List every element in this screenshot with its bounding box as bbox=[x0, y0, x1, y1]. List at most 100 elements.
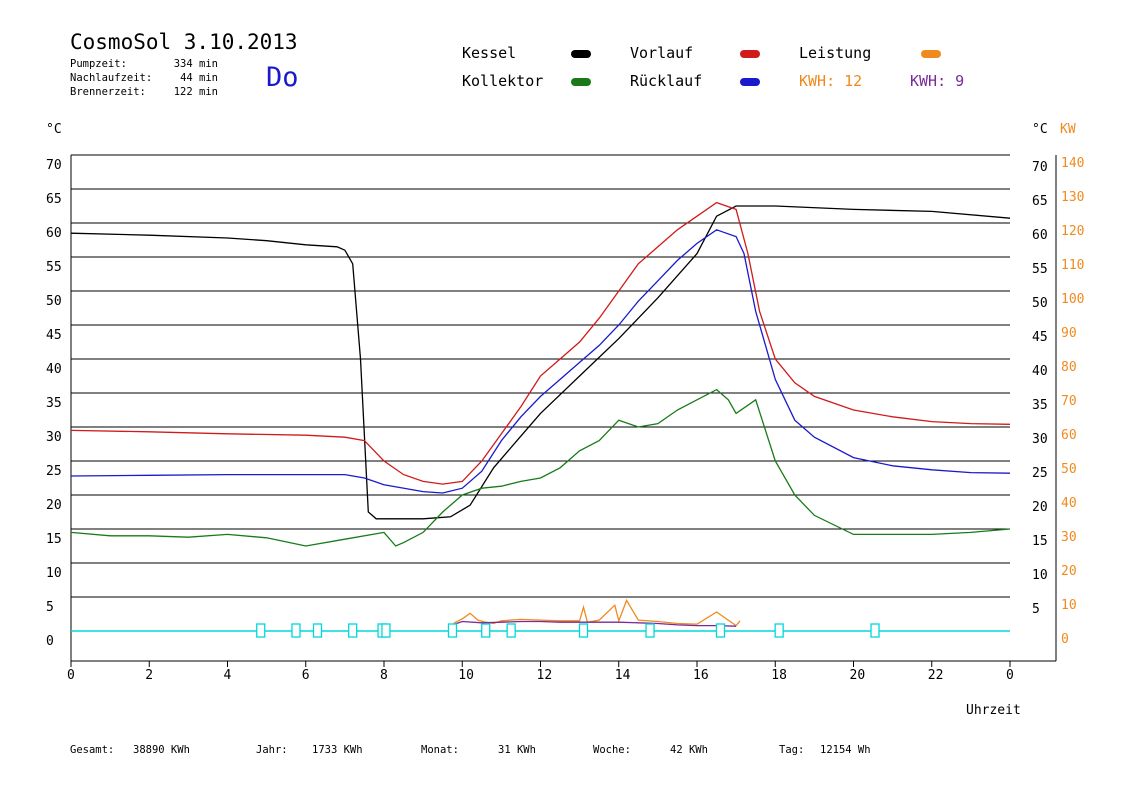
axis-ticks: 0510152025303540455055606570510152025303… bbox=[46, 156, 1084, 683]
y-tick-right-kw: 60 bbox=[1061, 428, 1077, 443]
series-kwh-purple-line bbox=[454, 620, 737, 627]
y-tick-right-celsius: 10 bbox=[1032, 568, 1048, 583]
series-ruecklauf-line bbox=[70, 229, 1011, 494]
y-tick-right-celsius: 60 bbox=[1032, 228, 1048, 243]
x-tick-label: 0 bbox=[1006, 668, 1014, 683]
legend-ruecklauf-label: Rücklauf bbox=[630, 72, 703, 90]
pump-marker bbox=[381, 623, 391, 638]
y-tick-left: 40 bbox=[46, 362, 62, 377]
pump-marker bbox=[447, 623, 458, 638]
y-tick-right-celsius: 55 bbox=[1032, 262, 1048, 277]
x-axis-label: Uhrzeit bbox=[966, 703, 1021, 718]
x-tick-label: 8 bbox=[380, 668, 388, 683]
y-tick-right-kw: 70 bbox=[1061, 394, 1077, 409]
y-tick-right-celsius: 30 bbox=[1032, 432, 1048, 447]
pump-marker bbox=[774, 623, 784, 638]
stat-monat-value: 31 KWh bbox=[498, 744, 536, 756]
y-tick-right-celsius: 70 bbox=[1032, 160, 1048, 175]
legend-vorlauf-swatch bbox=[740, 50, 760, 58]
info-value: 122 min bbox=[173, 86, 218, 98]
y-tick-right-kw: 10 bbox=[1061, 598, 1077, 613]
stat-woche-value: 42 KWh bbox=[670, 744, 708, 756]
info-value: 44 min bbox=[180, 72, 218, 84]
y-tick-right-celsius: 5 bbox=[1032, 602, 1040, 617]
stat-woche-label: Woche: bbox=[593, 744, 631, 756]
pump-marker bbox=[715, 623, 726, 638]
pump-marker bbox=[481, 623, 491, 638]
info-label: Pumpzeit: bbox=[70, 58, 127, 70]
info-value: 334 min bbox=[173, 58, 218, 70]
pump-marker bbox=[870, 623, 880, 638]
weekday-label: Do bbox=[266, 62, 299, 93]
series-vorlauf-line bbox=[70, 201, 1011, 485]
y-tick-left: 5 bbox=[46, 600, 54, 615]
grid-lines bbox=[70, 154, 1057, 662]
x-tick-label: 14 bbox=[615, 668, 631, 683]
stat-jahr-value: 1733 KWh bbox=[312, 744, 363, 756]
series-kessel-line bbox=[70, 205, 1011, 520]
series-lines bbox=[70, 201, 1011, 632]
x-tick-label: 4 bbox=[224, 668, 232, 683]
y-tick-right-kw: 90 bbox=[1061, 326, 1077, 341]
x-tick-label: 2 bbox=[145, 668, 153, 683]
y-tick-left: 0 bbox=[46, 634, 54, 649]
x-tick-label: 12 bbox=[537, 668, 553, 683]
left-axis-unit: °C bbox=[46, 122, 62, 137]
stat-tag-value: 12154 Wh bbox=[820, 744, 871, 756]
y-tick-right-celsius: 35 bbox=[1032, 398, 1048, 413]
pump-marker bbox=[291, 623, 301, 638]
series-leistung-line bbox=[449, 598, 741, 632]
pump-markers bbox=[256, 623, 880, 638]
legend-leistung-label: Leistung bbox=[799, 44, 872, 62]
y-tick-left: 15 bbox=[46, 532, 62, 547]
pump-marker bbox=[312, 623, 323, 638]
y-tick-left: 55 bbox=[46, 260, 62, 275]
legend-kwh-orange: KWH: 12 bbox=[799, 72, 863, 90]
x-tick-label: 18 bbox=[771, 668, 787, 683]
y-tick-left: 60 bbox=[46, 226, 62, 241]
y-tick-right-celsius: 15 bbox=[1032, 534, 1048, 549]
legend-vorlauf-label: Vorlauf bbox=[630, 44, 694, 62]
stat-tag-label: Tag: bbox=[779, 744, 805, 756]
legend-kwh-purple: KWH: 9 bbox=[910, 72, 965, 90]
stat-gesamt-value: 38890 KWh bbox=[133, 744, 190, 756]
y-tick-left: 20 bbox=[46, 498, 62, 513]
y-tick-right-celsius: 40 bbox=[1032, 364, 1048, 379]
series-kollektor-line bbox=[70, 388, 1011, 547]
y-tick-left: 50 bbox=[46, 294, 62, 309]
x-tick-label: 16 bbox=[693, 668, 709, 683]
x-tick-label: 6 bbox=[302, 668, 310, 683]
y-tick-right-celsius: 45 bbox=[1032, 330, 1048, 345]
y-tick-left: 35 bbox=[46, 396, 62, 411]
pump-marker bbox=[578, 623, 589, 638]
y-tick-right-kw: 140 bbox=[1061, 156, 1084, 171]
y-tick-left: 65 bbox=[46, 192, 62, 207]
legend-kollektor-swatch bbox=[571, 78, 591, 86]
x-tick-label: 22 bbox=[928, 668, 944, 683]
legend-leistung-swatch bbox=[921, 50, 941, 58]
y-tick-right-kw: 0 bbox=[1061, 632, 1069, 647]
pump-marker bbox=[256, 623, 266, 638]
legend-kollektor-label: Kollektor bbox=[462, 72, 544, 90]
y-tick-left: 30 bbox=[46, 430, 62, 445]
y-tick-right-kw: 100 bbox=[1061, 292, 1084, 307]
y-tick-right-kw: 80 bbox=[1061, 360, 1077, 375]
y-tick-left: 25 bbox=[46, 464, 62, 479]
legend-kessel-swatch bbox=[571, 50, 591, 58]
x-tick-label: 10 bbox=[458, 668, 474, 683]
pump-marker bbox=[348, 623, 358, 638]
y-tick-right-kw: 20 bbox=[1061, 564, 1077, 579]
y-tick-right-kw: 50 bbox=[1061, 462, 1077, 477]
x-tick-label: 20 bbox=[850, 668, 866, 683]
pump-marker bbox=[506, 623, 516, 638]
stat-gesamt-label: Gesamt: bbox=[70, 744, 115, 756]
info-nachlaufzeit: Nachlaufzeit: 44 min bbox=[70, 72, 218, 84]
stat-monat-label: Monat: bbox=[421, 744, 459, 756]
y-tick-right-celsius: 25 bbox=[1032, 466, 1048, 481]
info-label: Nachlaufzeit: bbox=[70, 72, 153, 84]
y-tick-left: 10 bbox=[46, 566, 62, 581]
y-tick-right-celsius: 20 bbox=[1032, 500, 1048, 515]
y-tick-right-kw: 130 bbox=[1061, 190, 1084, 205]
stat-jahr-label: Jahr: bbox=[256, 744, 288, 756]
